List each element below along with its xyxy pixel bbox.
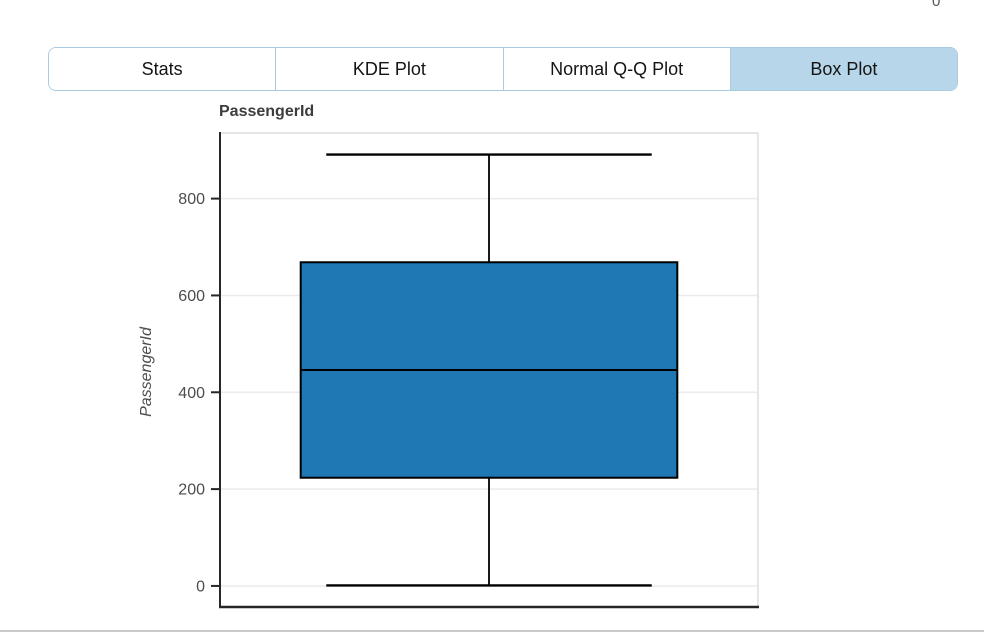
chart-title: PassengerId: [219, 103, 315, 120]
y-tick-label: 600: [178, 288, 205, 305]
tab-box-plot[interactable]: Box Plot: [729, 48, 957, 90]
tab-stats[interactable]: Stats: [49, 48, 276, 90]
page-bottom-divider: [0, 630, 984, 632]
corner-count-text: 0: [932, 0, 941, 10]
tab-normal-qq-plot[interactable]: Normal Q-Q Plot: [502, 48, 730, 90]
box-plot-canvas: 0 200 400 600 800: [149, 132, 759, 610]
y-tick-label: 0: [196, 578, 205, 595]
box-plot-svg: 0 200 400 600 800: [178, 132, 759, 609]
y-tick-label: 200: [178, 482, 205, 499]
tab-bar: Stats KDE Plot Normal Q-Q Plot Box Plot: [48, 47, 958, 91]
y-tick-label: 400: [178, 385, 205, 402]
tab-kde-plot[interactable]: KDE Plot: [275, 48, 503, 90]
y-tick-label: 800: [178, 191, 205, 208]
